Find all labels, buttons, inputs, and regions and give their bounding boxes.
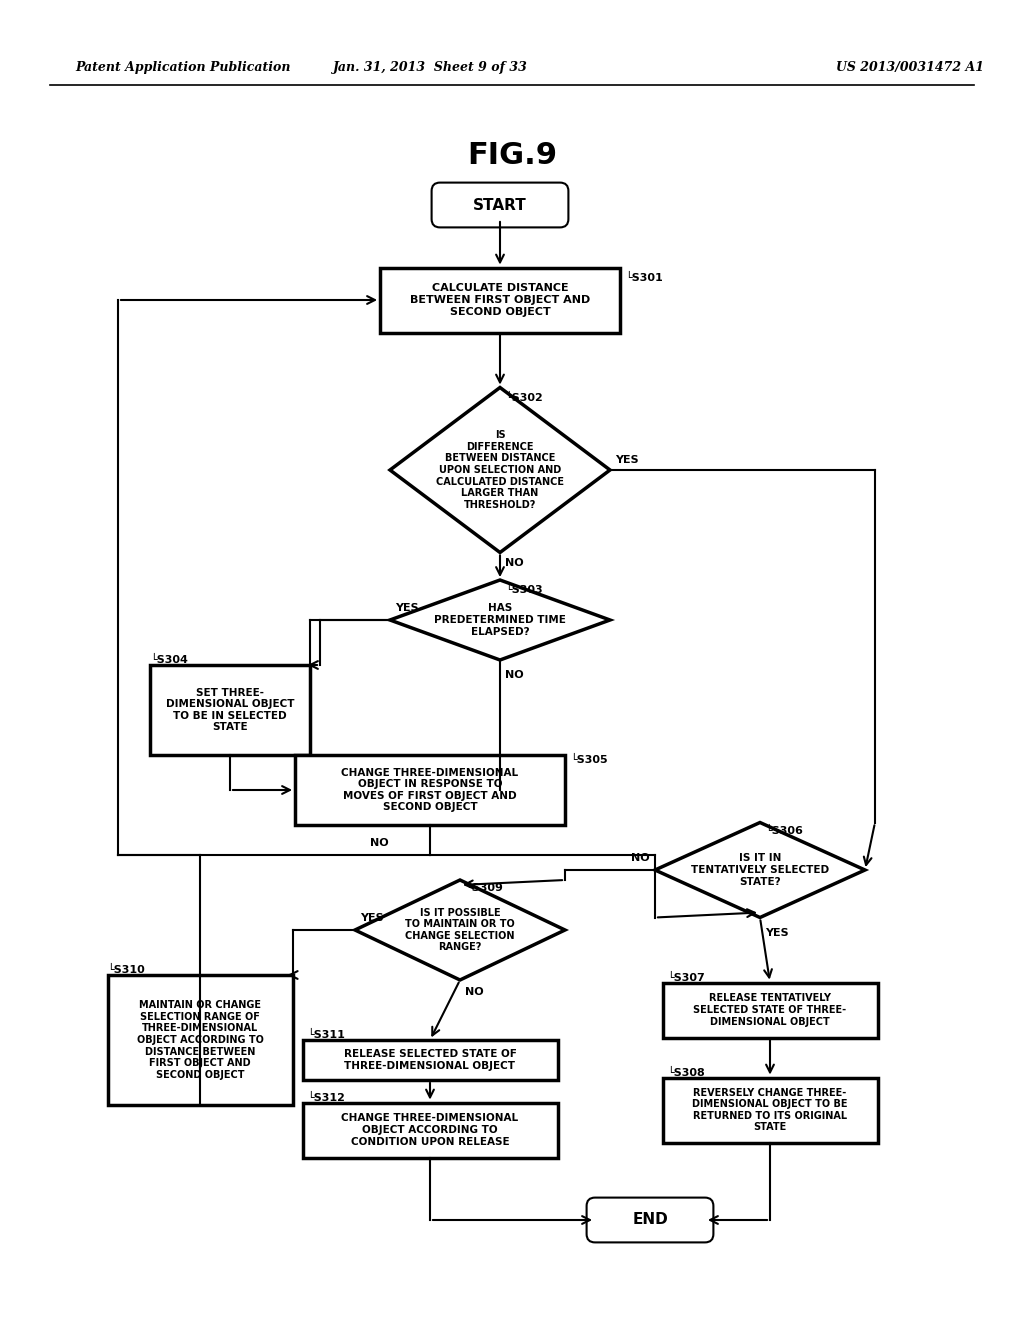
Text: └S302: └S302 [505,392,543,403]
Bar [663,1077,878,1143]
FancyBboxPatch shape [431,182,568,227]
Polygon shape [355,880,565,979]
Text: CHANGE THREE-DIMENSIONAL
OBJECT ACCORDING TO
CONDITION UPON RELEASE: CHANGE THREE-DIMENSIONAL OBJECT ACCORDIN… [341,1113,518,1147]
Text: YES: YES [360,913,384,923]
Text: CHANGE THREE-DIMENSIONAL
OBJECT IN RESPONSE TO
MOVES OF FIRST OBJECT AND
SECOND : CHANGE THREE-DIMENSIONAL OBJECT IN RESPO… [341,768,518,812]
Text: IS IT IN
TENTATIVELY SELECTED
STATE?: IS IT IN TENTATIVELY SELECTED STATE? [691,854,829,887]
Text: SET THREE-
DIMENSIONAL OBJECT
TO BE IN SELECTED
STATE: SET THREE- DIMENSIONAL OBJECT TO BE IN S… [166,688,294,733]
Polygon shape [655,822,865,917]
Text: Patent Application Publication: Patent Application Publication [75,62,291,74]
Text: └S311: └S311 [307,1030,345,1040]
Text: NO: NO [465,987,483,997]
Text: └S310: └S310 [108,965,145,975]
Bar [150,665,310,755]
Text: FIG.9: FIG.9 [467,140,557,169]
Text: └S303: └S303 [505,585,543,595]
Bar [302,1102,557,1158]
Text: YES: YES [395,603,419,612]
Text: YES: YES [615,455,639,465]
Text: MAINTAIN OR CHANGE
SELECTION RANGE OF
THREE-DIMENSIONAL
OBJECT ACCORDING TO
DIST: MAINTAIN OR CHANGE SELECTION RANGE OF TH… [136,1001,263,1080]
Text: Jan. 31, 2013  Sheet 9 of 33: Jan. 31, 2013 Sheet 9 of 33 [333,62,527,74]
Text: NO: NO [370,838,389,847]
Bar [663,982,878,1038]
Bar [108,975,293,1105]
Polygon shape [390,579,610,660]
Text: └S308: └S308 [668,1068,706,1077]
Text: └S312: └S312 [307,1093,345,1102]
Text: RELEASE SELECTED STATE OF
THREE-DIMENSIONAL OBJECT: RELEASE SELECTED STATE OF THREE-DIMENSIO… [344,1049,516,1071]
Text: NO: NO [505,671,523,680]
Polygon shape [390,388,610,553]
Text: └S306: └S306 [765,825,803,836]
Bar [295,755,565,825]
Text: IS IT POSSIBLE
TO MAINTAIN OR TO
CHANGE SELECTION
RANGE?: IS IT POSSIBLE TO MAINTAIN OR TO CHANGE … [406,908,515,953]
Text: HAS
PREDETERMINED TIME
ELAPSED?: HAS PREDETERMINED TIME ELAPSED? [434,603,566,636]
Bar [302,1040,557,1080]
Text: US 2013/0031472 A1: US 2013/0031472 A1 [836,62,984,74]
Text: IS
DIFFERENCE
BETWEEN DISTANCE
UPON SELECTION AND
CALCULATED DISTANCE
LARGER THA: IS DIFFERENCE BETWEEN DISTANCE UPON SELE… [436,430,564,510]
Text: └S304: └S304 [150,655,187,665]
Text: └S301: └S301 [625,272,663,282]
Text: └S309: └S309 [465,883,503,894]
Text: RELEASE TENTATIVELY
SELECTED STATE OF THREE-
DIMENSIONAL OBJECT: RELEASE TENTATIVELY SELECTED STATE OF TH… [693,994,847,1027]
Text: NO: NO [632,853,650,863]
FancyBboxPatch shape [587,1197,714,1242]
Text: START: START [473,198,527,213]
Text: └S305: └S305 [570,755,607,766]
Bar [380,268,620,333]
Text: YES: YES [765,928,788,937]
Text: └S307: └S307 [668,973,706,982]
Text: END: END [632,1213,668,1228]
Text: CALCULATE DISTANCE
BETWEEN FIRST OBJECT AND
SECOND OBJECT: CALCULATE DISTANCE BETWEEN FIRST OBJECT … [410,284,590,317]
Text: REVERSELY CHANGE THREE-
DIMENSIONAL OBJECT TO BE
RETURNED TO ITS ORIGINAL
STATE: REVERSELY CHANGE THREE- DIMENSIONAL OBJE… [692,1088,848,1133]
Text: NO: NO [505,557,523,568]
